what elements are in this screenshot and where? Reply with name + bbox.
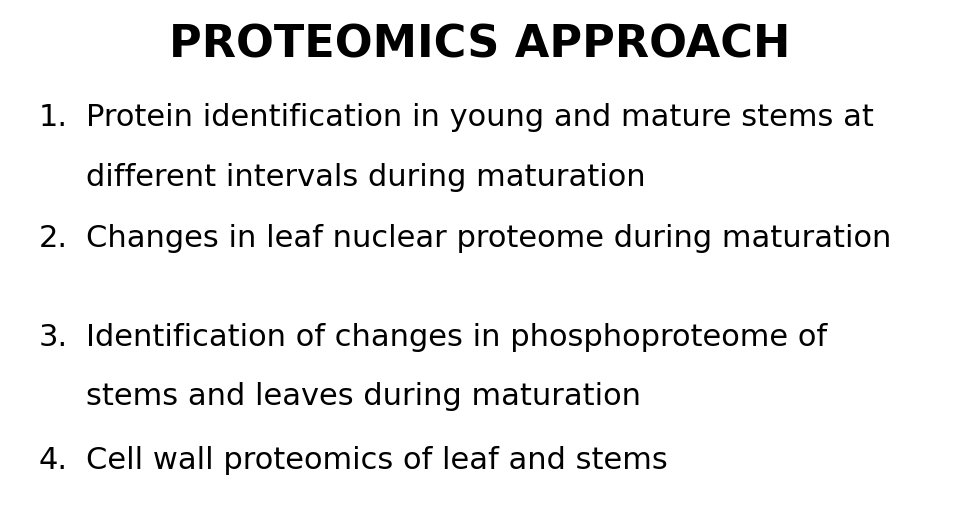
Text: Identification of changes in phosphoproteome of: Identification of changes in phosphoprot… (86, 322, 828, 351)
Text: 2.: 2. (38, 224, 67, 253)
Text: Protein identification in young and mature stems at: Protein identification in young and matu… (86, 103, 875, 132)
Text: 1.: 1. (38, 103, 67, 132)
Text: 3.: 3. (38, 322, 67, 351)
Text: PROTEOMICS APPROACH: PROTEOMICS APPROACH (169, 23, 791, 66)
Text: Changes in leaf nuclear proteome during maturation: Changes in leaf nuclear proteome during … (86, 224, 892, 253)
Text: stems and leaves during maturation: stems and leaves during maturation (86, 382, 641, 411)
Text: 4.: 4. (38, 446, 67, 475)
Text: different intervals during maturation: different intervals during maturation (86, 163, 646, 191)
Text: Cell wall proteomics of leaf and stems: Cell wall proteomics of leaf and stems (86, 446, 668, 475)
